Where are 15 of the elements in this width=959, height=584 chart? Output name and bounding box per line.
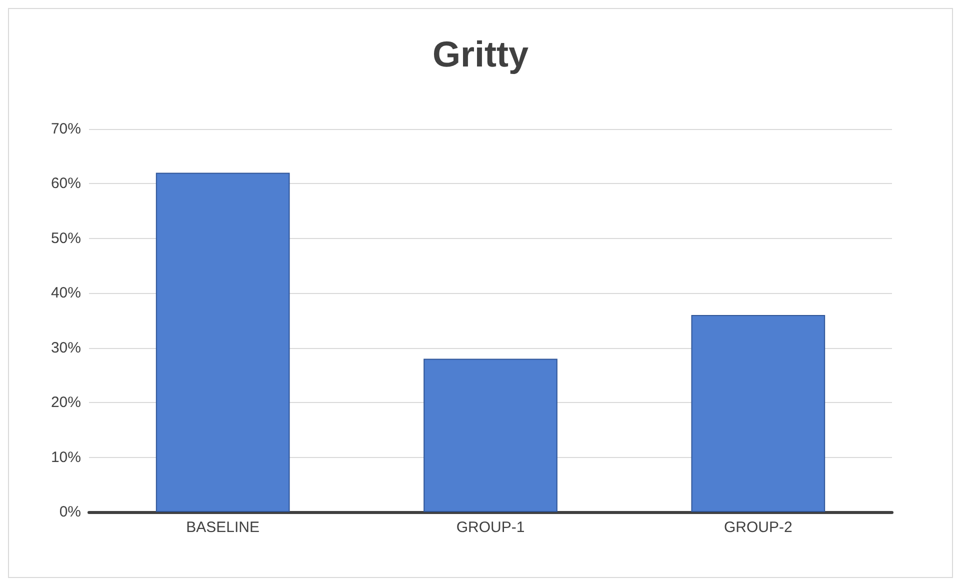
bar (424, 358, 558, 512)
y-tick-label: 20% (50, 394, 81, 412)
y-tick-label: 70% (50, 120, 81, 138)
bar (691, 315, 826, 512)
bar (156, 172, 290, 512)
chart-title: Gritty (432, 34, 529, 74)
y-tick-label: 60% (50, 175, 81, 192)
y-tick-label: 10% (50, 448, 81, 466)
x-tick-label: GROUP-1 (456, 519, 525, 536)
x-tick-label: GROUP-2 (724, 519, 792, 536)
y-tick-label: 0% (59, 504, 81, 520)
y-tick-label: 50% (50, 230, 81, 247)
x-tick-label: BASELINE (186, 519, 260, 536)
y-tick-label: 40% (50, 284, 81, 302)
y-tick-label: 30% (50, 339, 81, 356)
